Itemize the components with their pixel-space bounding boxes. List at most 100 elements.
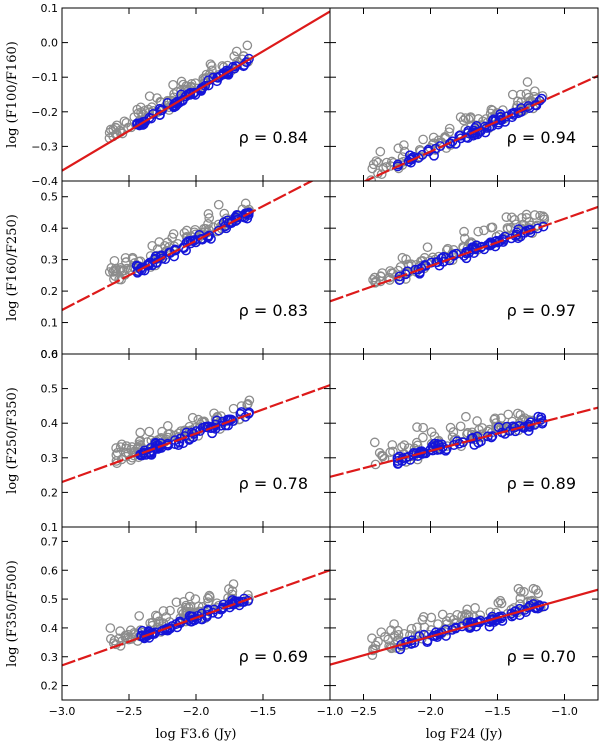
x-tick-label: −1.5 <box>484 705 511 718</box>
y-tick-label: 0.0 <box>41 37 59 50</box>
gray-point <box>426 625 437 635</box>
y-tick-label: 0.2 <box>41 285 59 298</box>
gray-point <box>147 617 158 628</box>
blue-point <box>238 211 248 222</box>
gray-point <box>144 426 155 437</box>
gray-point <box>187 412 198 423</box>
y-tick-label: 0.4 <box>41 417 59 430</box>
y-tick-label: 0.1 <box>41 2 59 15</box>
gray-point <box>461 411 471 422</box>
gray-point <box>202 593 213 604</box>
gray-point <box>213 199 224 210</box>
gray-point <box>135 102 146 113</box>
rho-label: ρ = 0.69 <box>239 647 308 666</box>
blue-point <box>184 434 195 445</box>
gray-point <box>503 409 514 420</box>
gray-point <box>529 210 540 220</box>
fit-line <box>330 588 598 666</box>
gray-point <box>112 447 123 458</box>
blue-point <box>533 411 544 422</box>
gray-point <box>455 112 466 122</box>
rho-label: ρ = 0.84 <box>239 128 308 147</box>
panel-3-1: ρ = 0.70 −2.5 −2.0 −1.5 −1.0 log F24 (Jy) <box>329 526 599 742</box>
blue-point <box>162 438 173 449</box>
blue-point <box>467 242 478 253</box>
gray-point <box>168 229 179 239</box>
gray-point <box>509 214 520 225</box>
gray-point <box>186 82 196 93</box>
blue-point <box>431 257 442 268</box>
gray-point <box>240 198 251 209</box>
gray-point <box>368 159 379 170</box>
gray-point <box>231 46 242 57</box>
gray-point <box>444 123 455 134</box>
gray-point <box>401 254 411 265</box>
gray-point <box>515 586 526 597</box>
gray-point <box>502 223 513 233</box>
gray-point <box>121 441 132 451</box>
blue-point <box>500 231 510 242</box>
gray-point <box>367 650 378 661</box>
gray-point <box>490 413 500 424</box>
y-tick-label: 0.4 <box>41 622 59 635</box>
gray-point <box>184 591 195 602</box>
gray-point <box>144 91 155 102</box>
gray-point <box>493 598 504 608</box>
gray-point <box>377 450 387 461</box>
gray-point <box>523 596 533 607</box>
x-tick-label: −1.5 <box>250 705 277 718</box>
gray-point <box>368 274 378 285</box>
y-tick-label: 0.1 <box>41 317 59 330</box>
gray-point <box>426 612 437 623</box>
rho-label: ρ = 0.97 <box>507 301 576 320</box>
blue-point <box>429 150 439 161</box>
blue-point <box>184 611 195 621</box>
gray-point <box>375 146 386 157</box>
gray-point <box>367 163 378 174</box>
gray-point <box>205 59 216 70</box>
gray-point <box>152 611 163 622</box>
x-axis-label: log F3.6 (Jy) <box>156 727 237 742</box>
gray-point <box>428 132 439 143</box>
x-tick-label: −2.5 <box>350 705 377 718</box>
gray-point <box>501 212 512 222</box>
y-tick-label: 0.3 <box>41 452 59 465</box>
plot-area <box>330 406 598 478</box>
gray-point <box>515 89 526 100</box>
rho-label: ρ = 0.94 <box>507 128 576 147</box>
gray-point <box>244 395 255 406</box>
fit-line <box>362 74 598 181</box>
gray-point <box>529 86 540 97</box>
gray-point <box>465 113 476 124</box>
gray-point <box>495 595 506 606</box>
gray-point <box>134 611 145 621</box>
gray-point <box>472 416 482 426</box>
blue-point <box>183 615 194 626</box>
gray-point <box>229 51 240 62</box>
panel-1-0: ρ = 0.83 0.1 0.2 0.3 0.4 0.5 0.0 log (F160/F250… <box>5 180 331 361</box>
fit-line <box>62 569 330 667</box>
gray-point <box>176 76 187 87</box>
plot-area <box>330 205 598 303</box>
y-tick-label: 0.1 <box>41 521 59 534</box>
blue-point <box>441 252 451 263</box>
blue-point <box>536 93 547 104</box>
gray-point <box>487 222 498 233</box>
y-tick-label: 0.7 <box>41 535 59 548</box>
y-tick-label: 0.5 <box>41 593 59 606</box>
plot-area <box>62 384 330 484</box>
blue-point <box>396 639 407 650</box>
gray-point <box>419 622 430 633</box>
gray-point <box>120 253 131 263</box>
y-axis-label: log (F350/F500) <box>5 560 20 667</box>
gray-point <box>242 40 253 51</box>
panel-0-0: ρ = 0.84 −0.3 −0.2 −0.1 0.0 0.1 −0.4 log (F100/… <box>5 2 331 188</box>
blue-point <box>440 624 451 635</box>
gray-point <box>381 157 392 168</box>
gray-point <box>171 597 182 608</box>
gray-point <box>369 437 380 448</box>
gray-point <box>111 443 121 453</box>
y-tick-label: 0.6 <box>41 564 59 577</box>
gray-point <box>104 267 115 277</box>
y-tick-label: 0.0 <box>41 348 59 361</box>
